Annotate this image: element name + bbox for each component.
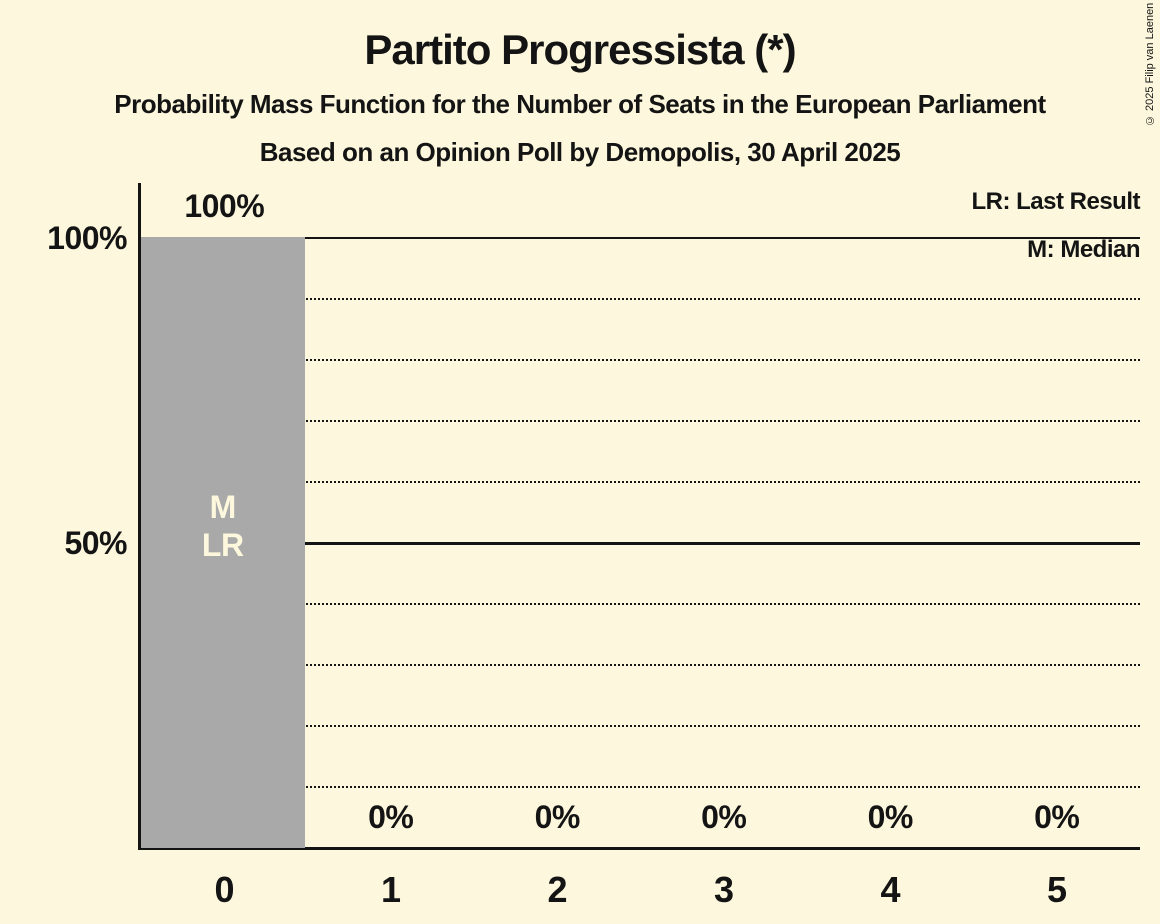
x-tick-label-2: 2 <box>547 869 568 910</box>
y-axis-tick-label-50: 50% <box>64 525 127 561</box>
x-tick-label-5: 5 <box>1046 869 1067 910</box>
bar-column-seat-2: 0% <box>474 237 641 848</box>
gridline-60pct <box>141 481 1140 483</box>
gridline-70pct <box>141 420 1140 422</box>
x-tick-label-1: 1 <box>380 869 401 910</box>
page-title: Partito Progressista (*) <box>364 26 796 73</box>
plot-area: 100% M LR 0% 0% 0% 0% <box>141 188 1141 848</box>
median-last-result-annotation: M LR <box>141 488 305 564</box>
x-axis-line <box>138 847 1140 850</box>
bar-value-label-seat-4: 0% <box>867 799 914 835</box>
x-tick-label-0: 0 <box>214 869 235 910</box>
bar-column-seat-0: 100% M LR <box>141 188 308 848</box>
bars-row: 100% M LR 0% 0% 0% 0% <box>141 188 1141 848</box>
bar-seat-0 <box>141 237 305 848</box>
chart-source-line: Based on an Opinion Poll by Demopolis, 3… <box>259 137 901 167</box>
gridline-100pct <box>141 237 1140 239</box>
y-axis-tick-label-100: 100% <box>47 220 127 256</box>
bar-value-label-seat-3: 0% <box>701 799 747 835</box>
bar-value-label-seat-2: 0% <box>534 799 581 835</box>
bar-column-seat-5: 0% <box>974 237 1141 848</box>
bar-column-seat-4: 0% <box>807 237 974 848</box>
last-result-marker: LR <box>201 527 244 563</box>
y-axis-line <box>138 183 141 850</box>
bar-value-label-seat-0: 100% <box>184 188 265 224</box>
chart-subtitle: Probability Mass Function for the Number… <box>114 89 1046 119</box>
bar-value-label-seat-5: 0% <box>1034 799 1080 835</box>
x-tick-label-4: 4 <box>880 869 901 910</box>
gridline-40pct <box>141 603 1140 605</box>
bar-value-label-seat-1: 0% <box>368 799 414 835</box>
bar-column-seat-3: 0% <box>641 237 808 848</box>
gridline-10pct <box>141 786 1140 788</box>
x-axis-tick-labels: 0 1 2 3 4 5 <box>141 869 1140 911</box>
median-marker: M <box>209 489 237 525</box>
gridline-50pct <box>141 542 1140 545</box>
legend-last-result: LR: Last Result <box>971 188 1140 215</box>
bar-column-seat-1: 0% <box>308 237 475 848</box>
gridline-30pct <box>141 664 1140 666</box>
gridline-90pct <box>141 298 1140 300</box>
x-tick-label-3: 3 <box>713 869 734 910</box>
gridline-20pct <box>141 725 1140 727</box>
legend-median: M: Median <box>1027 236 1140 263</box>
copyright-notice: © 2025 Filip van Laenen <box>1144 2 1156 126</box>
gridline-80pct <box>141 359 1140 361</box>
